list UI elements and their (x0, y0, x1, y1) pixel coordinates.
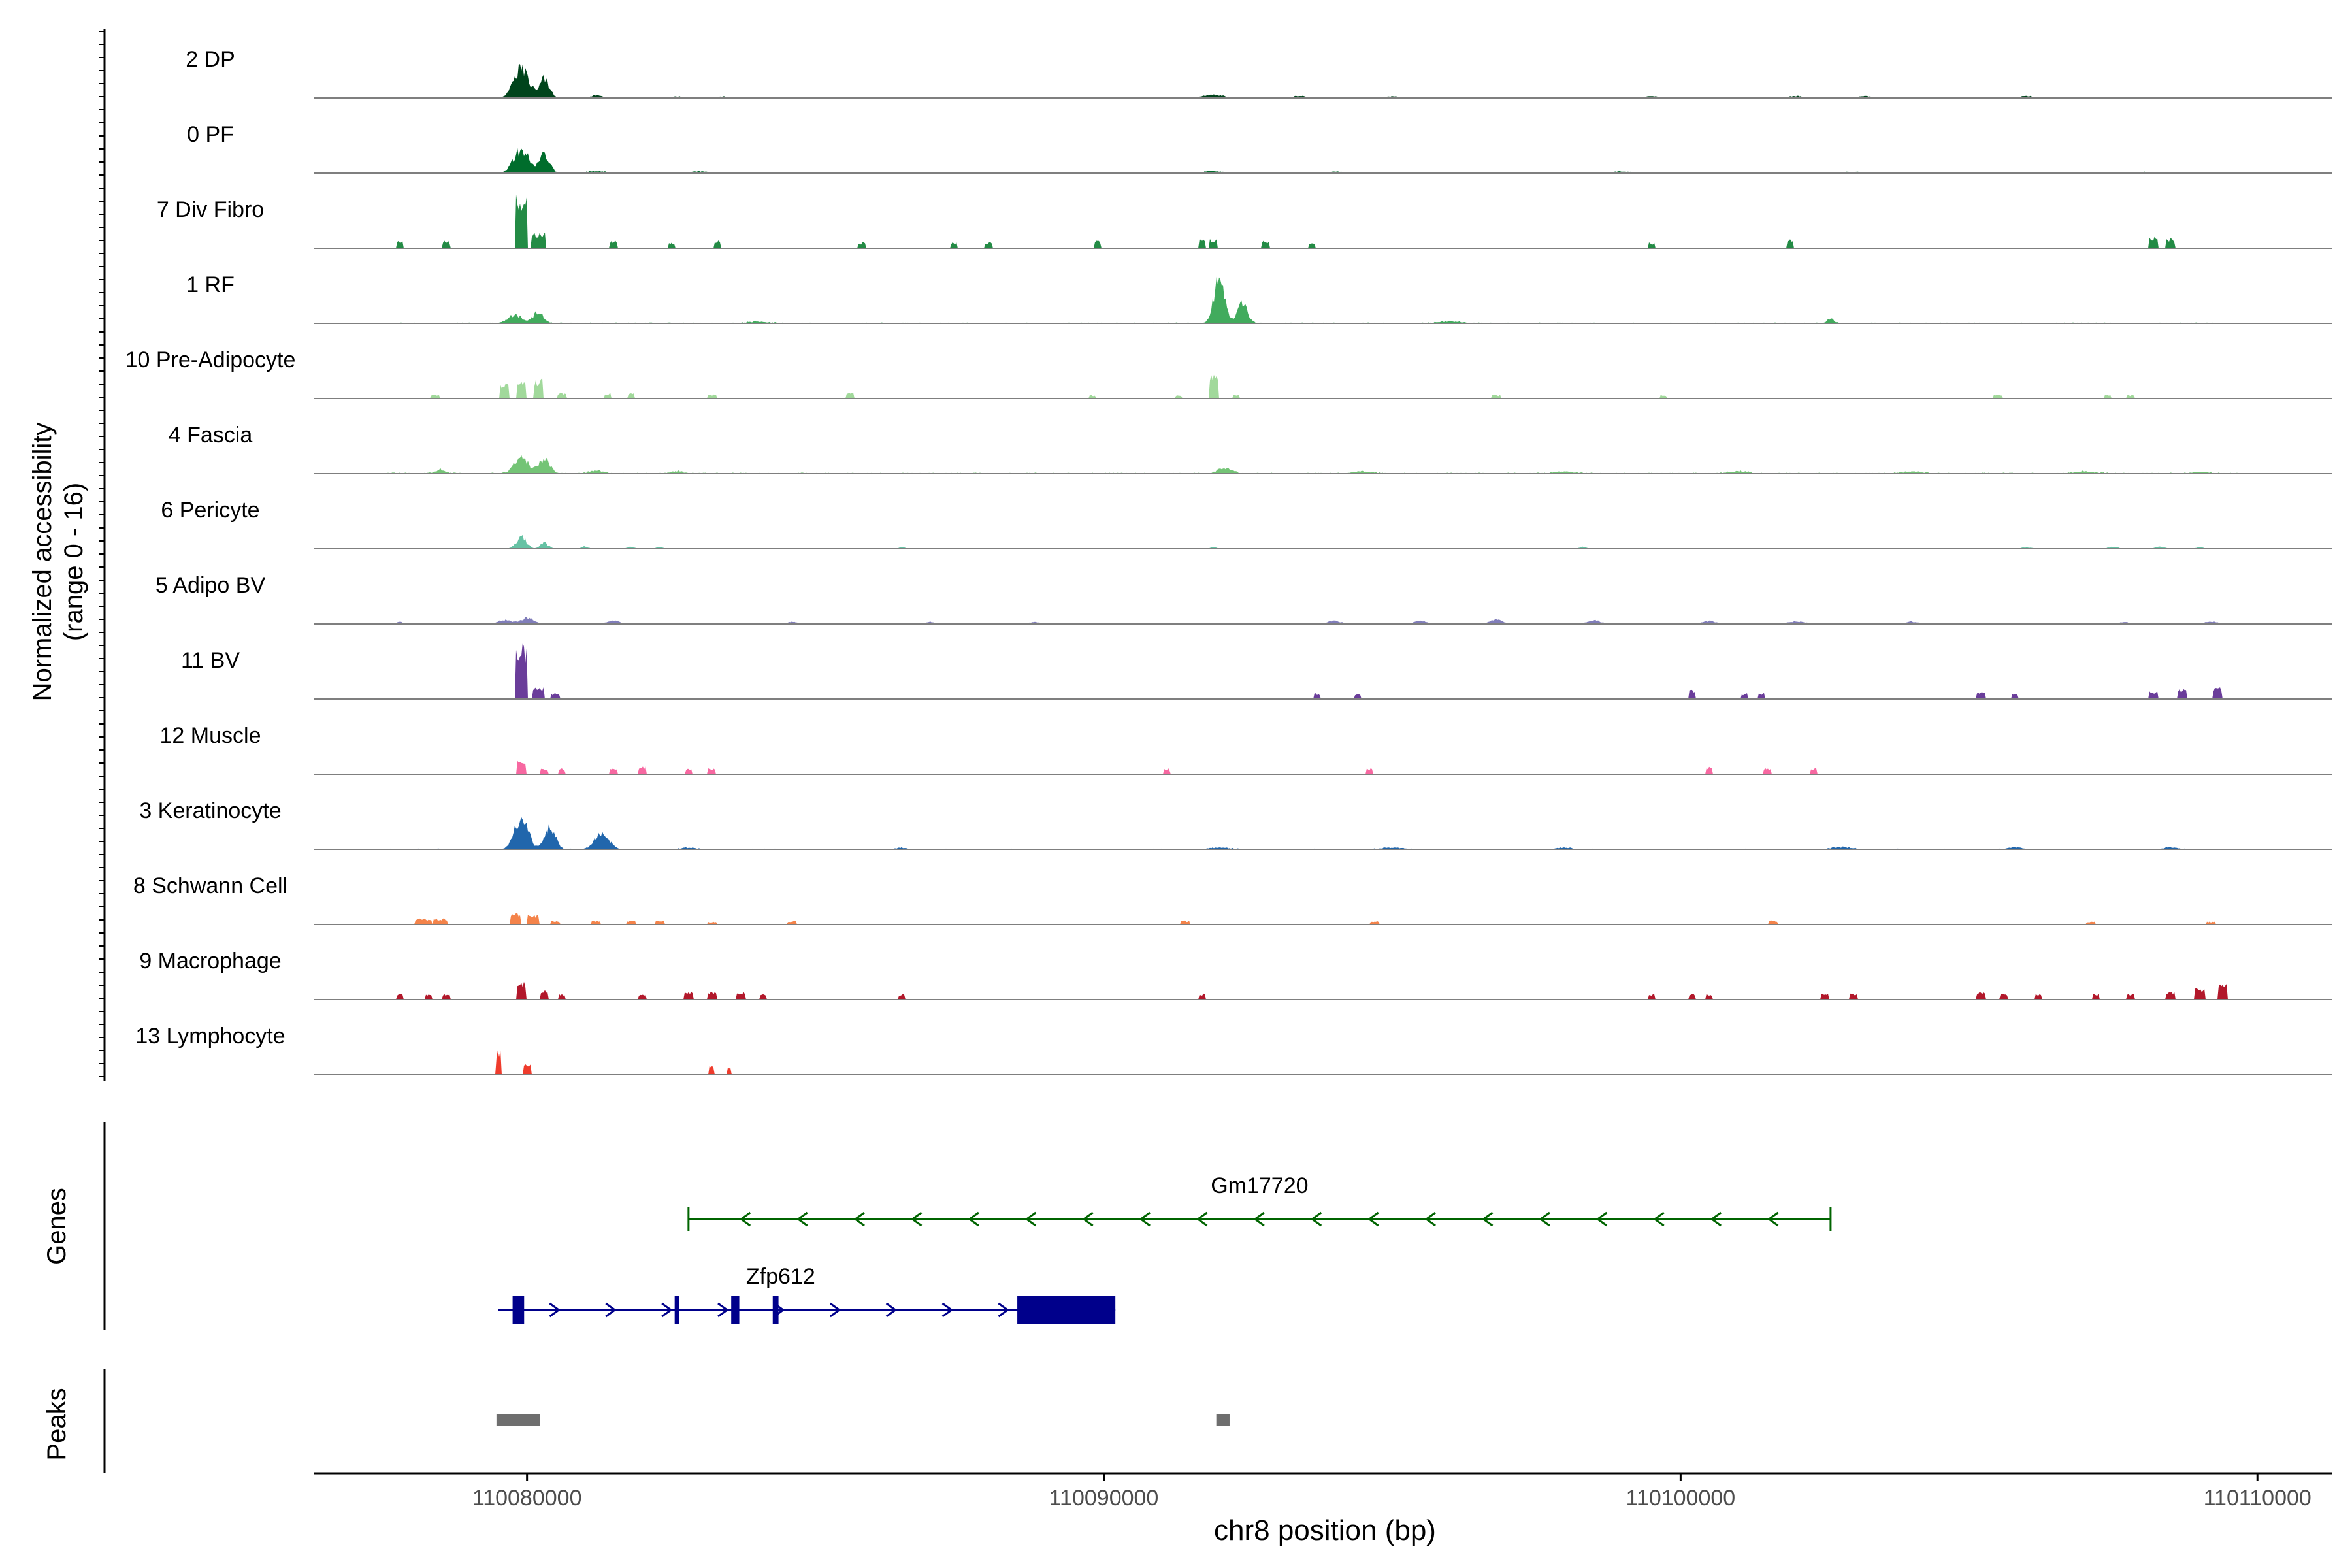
peak-region (1216, 1414, 1230, 1426)
track-3: 1 RF (186, 272, 2332, 324)
peaks-label: Peaks (42, 1388, 71, 1460)
track-11: 8 Schwann Cell (133, 874, 2332, 925)
coverage-area (314, 535, 2332, 549)
x-tick-label: 110080000 (472, 1486, 582, 1511)
track-label: 7 Div Fibro (157, 197, 264, 222)
track-label: 4 Fascia (169, 423, 253, 448)
strand-chevron (885, 1302, 898, 1318)
track-0: 2 DP (186, 47, 2332, 99)
x-tick-label: 110100000 (1626, 1486, 1736, 1511)
gene-1: Zfp612 (498, 1264, 1116, 1324)
coverage-area (314, 148, 2332, 173)
strand-chevron (968, 1211, 979, 1227)
track-label: 10 Pre-Adipocyte (125, 348, 296, 372)
track-label: 2 DP (186, 47, 235, 72)
strand-chevron (739, 1211, 751, 1227)
x-tick-label: 110090000 (1049, 1486, 1159, 1511)
strand-chevron (1767, 1211, 1779, 1227)
coverage-area (314, 817, 2332, 849)
coverage-area (314, 455, 2332, 474)
track-2: 7 Div Fibro (157, 194, 2332, 249)
track-12: 9 Macrophage (139, 949, 2332, 1000)
strand-chevron (1139, 1211, 1151, 1227)
track-8: 11 BV (181, 642, 2332, 700)
track-4: 10 Pre-Adipocyte (125, 348, 2332, 399)
coverage-area (314, 1050, 2332, 1075)
strand-chevron (1653, 1211, 1665, 1227)
gene-exon (1017, 1296, 1116, 1324)
strand-chevron (605, 1302, 617, 1318)
coverage-area (314, 276, 2332, 323)
genes-track: Genes Gm17720 Zfp612 (42, 1122, 1832, 1330)
track-13: 13 Lymphocyte (135, 1024, 2332, 1075)
coverage-area (314, 374, 2332, 399)
track-5: 4 Fascia (169, 423, 2332, 474)
strand-chevron (1595, 1211, 1608, 1227)
gene-exon (674, 1296, 679, 1324)
strand-chevron (941, 1302, 954, 1318)
genes-label: Genes (42, 1188, 71, 1265)
strand-chevron (717, 1302, 729, 1318)
strand-chevron (910, 1211, 923, 1227)
track-label: 3 Keratinocyte (139, 798, 281, 823)
track-label: 13 Lymphocyte (135, 1024, 285, 1049)
track-6: 6 Pericyte (161, 498, 2332, 549)
strand-chevron (1367, 1211, 1379, 1227)
track-label: 6 Pericyte (161, 498, 259, 523)
peak-region (496, 1414, 540, 1426)
track-label: 12 Muscle (160, 723, 261, 748)
coverage-tracks: 2 DP 0 PF 7 Div Fibro 1 RF 10 Pre-Adipocyte 4… (125, 47, 2332, 1075)
y-axis: Normalized accessibility (range 0 - 16) (28, 29, 106, 1081)
gene-exon (731, 1296, 740, 1324)
coverage-area (314, 981, 2332, 1000)
x-axis: chr8 position (bp) 110080000 110090000 110… (314, 1472, 2332, 1546)
track-label: 5 Adipo BV (155, 573, 266, 598)
strand-chevron (796, 1211, 808, 1227)
strand-chevron (549, 1302, 561, 1318)
track-10: 3 Keratinocyte (139, 798, 2332, 850)
gene-exon (772, 1296, 779, 1324)
coverage-area (314, 194, 2332, 248)
track-label: 9 Macrophage (139, 949, 281, 973)
track-label: 8 Schwann Cell (133, 874, 287, 898)
strand-chevron (1253, 1211, 1265, 1227)
strand-chevron (1310, 1211, 1322, 1227)
coverage-area (314, 913, 2332, 924)
strand-chevron (1082, 1211, 1094, 1227)
coverage-area (314, 64, 2332, 98)
y-axis-label-line1: Normalized accessibility (28, 423, 57, 702)
track-label: 1 RF (186, 272, 235, 297)
strand-chevron (829, 1302, 841, 1318)
strand-chevron (1024, 1211, 1037, 1227)
strand-chevron (661, 1302, 673, 1318)
gene-exon (512, 1296, 525, 1324)
track-7: 5 Adipo BV (155, 573, 2332, 625)
strand-chevron (1424, 1211, 1436, 1227)
y-axis-label-line2: (range 0 - 16) (59, 483, 88, 641)
gene-label: Gm17720 (1211, 1173, 1308, 1198)
strand-chevron (998, 1302, 1009, 1318)
coverage-area (314, 642, 2332, 699)
track-9: 12 Muscle (160, 723, 2332, 775)
x-tick-label: 110110000 (2204, 1486, 2311, 1511)
strand-chevron (1539, 1211, 1550, 1227)
coverage-area (314, 760, 2332, 774)
track-1: 0 PF (187, 122, 2332, 174)
strand-chevron (853, 1211, 865, 1227)
gene-label: Zfp612 (746, 1264, 815, 1289)
strand-chevron (1481, 1211, 1494, 1227)
strand-chevron (1196, 1211, 1208, 1227)
x-axis-label: chr8 position (bp) (1214, 1514, 1436, 1546)
strand-chevron (1710, 1211, 1722, 1227)
coverage-area (314, 617, 2332, 624)
peaks-track: Peaks (42, 1369, 1230, 1473)
track-label: 11 BV (181, 648, 240, 673)
track-label: 0 PF (187, 122, 234, 147)
gene-0: Gm17720 (687, 1173, 1832, 1231)
